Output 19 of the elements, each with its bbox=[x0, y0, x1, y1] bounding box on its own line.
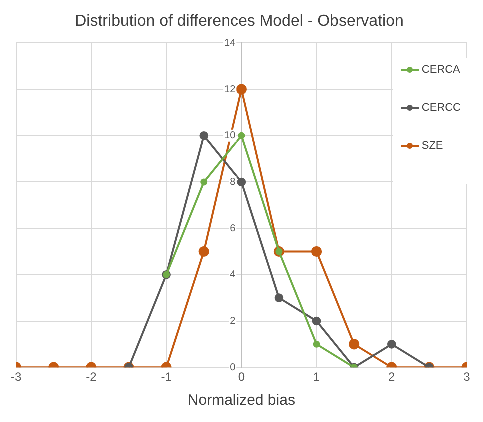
legend-label: SZE bbox=[422, 140, 444, 152]
y-tick-label: 8 bbox=[230, 176, 236, 188]
legend-label: CERCA bbox=[422, 64, 460, 76]
legend-label: CERCC bbox=[422, 102, 461, 114]
y-tick-label: 14 bbox=[224, 38, 236, 49]
x-axis-title: Normalized bias bbox=[188, 392, 296, 410]
x-tick-label: 3 bbox=[464, 370, 471, 384]
x-tick-label: 1 bbox=[313, 370, 320, 384]
x-tick-label: 2 bbox=[388, 370, 396, 384]
x-tick-label: -2 bbox=[86, 370, 98, 384]
y-tick-label: 12 bbox=[224, 84, 236, 96]
y-tick-label: 2 bbox=[230, 316, 236, 328]
y-tick-label: 6 bbox=[230, 223, 236, 234]
chart-title: Distribution of differences Model - Observation bbox=[75, 13, 404, 30]
x-tick-label: -1 bbox=[161, 370, 172, 384]
y-tick-label: 10 bbox=[224, 130, 236, 142]
y-tick-label: 0 bbox=[230, 362, 236, 374]
y-tick-label: 4 bbox=[230, 270, 236, 281]
x-tick-label: -3 bbox=[11, 370, 22, 384]
